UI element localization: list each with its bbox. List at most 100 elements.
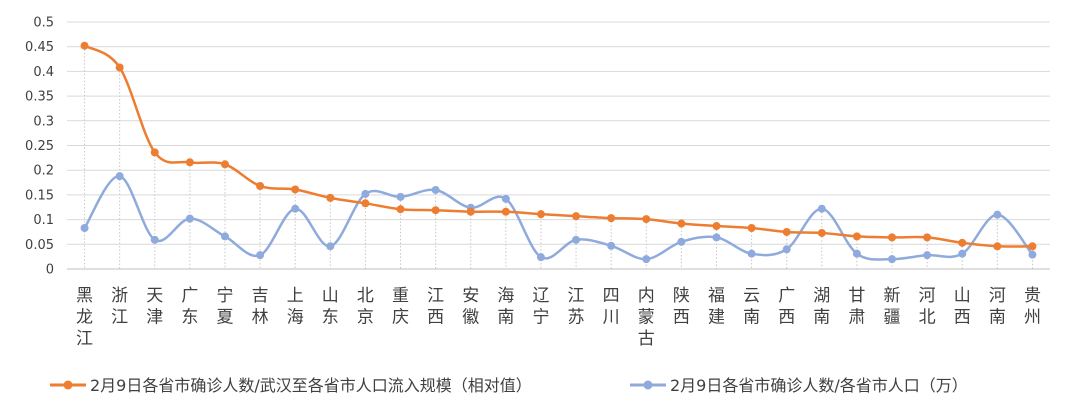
y-tick-label: 0.05 bbox=[25, 238, 54, 253]
x-category-label: 安徽 bbox=[462, 286, 479, 328]
legend-swatch-marker-1 bbox=[63, 380, 73, 390]
y-tick-label: 0 bbox=[46, 263, 54, 278]
data-point bbox=[923, 251, 932, 260]
x-category-label: 天津 bbox=[146, 286, 163, 328]
data-point bbox=[431, 206, 440, 215]
data-point bbox=[712, 233, 721, 242]
x-category-label: 上海 bbox=[287, 286, 304, 328]
y-axis-tick-labels: 0 0.05 0.1 0.15 0.2 0.25 0.3 0.35 0.4 0.45 0.5 bbox=[25, 16, 54, 278]
data-point bbox=[185, 158, 194, 167]
x-category-label: 河南 bbox=[989, 286, 1006, 328]
legend-label-series-2: 2月9日各省市确诊人数/各省市人口（万） bbox=[670, 376, 968, 395]
data-point bbox=[326, 193, 335, 202]
data-point bbox=[817, 204, 826, 213]
legend-item-series-2: 2月9日各省市确诊人数/各省市人口（万） bbox=[630, 376, 968, 395]
data-point bbox=[150, 148, 159, 157]
x-category-label: 江西 bbox=[427, 286, 444, 328]
x-category-label-text: 北京 bbox=[357, 286, 374, 328]
x-category-label-text: 山东 bbox=[322, 286, 339, 328]
data-point bbox=[80, 41, 89, 50]
x-category-label: 海南 bbox=[497, 286, 514, 328]
y-tick-label: 0.45 bbox=[25, 40, 54, 55]
data-point bbox=[1028, 242, 1037, 251]
legend-label-series-1: 2月9日各省市确诊人数/武汉至各省市人口流入规模（相对值） bbox=[90, 376, 532, 395]
data-point bbox=[923, 233, 932, 242]
data-point bbox=[852, 232, 861, 241]
data-point bbox=[396, 205, 405, 214]
x-category-label: 黑龙江 bbox=[76, 286, 93, 349]
data-point bbox=[888, 233, 897, 242]
x-category-label: 北京 bbox=[357, 286, 374, 328]
data-point bbox=[888, 255, 897, 264]
x-category-label-text: 黑龙江 bbox=[76, 286, 93, 349]
data-point bbox=[677, 237, 686, 246]
x-category-label: 宁夏 bbox=[216, 286, 233, 328]
x-category-label: 广东 bbox=[181, 286, 198, 328]
data-point bbox=[220, 232, 229, 241]
y-tick-label: 0.15 bbox=[25, 188, 54, 203]
legend: 2月9日各省市确诊人数/武汉至各省市人口流入规模（相对值） 2月9日各省市确诊人… bbox=[50, 376, 968, 395]
x-category-label-text: 四川 bbox=[603, 286, 620, 328]
data-point bbox=[396, 192, 405, 201]
x-category-label-text: 河南 bbox=[989, 286, 1006, 328]
x-category-label: 内蒙古 bbox=[638, 286, 655, 349]
x-category-label-text: 江苏 bbox=[568, 286, 585, 328]
data-point bbox=[747, 223, 756, 232]
x-category-label: 新疆 bbox=[884, 286, 901, 328]
data-point bbox=[361, 199, 370, 208]
data-point bbox=[572, 212, 581, 221]
data-point bbox=[466, 207, 475, 216]
x-category-label-text: 浙江 bbox=[111, 286, 128, 328]
x-category-label-text: 广东 bbox=[181, 286, 198, 328]
data-point bbox=[501, 194, 510, 203]
x-category-label-text: 重庆 bbox=[392, 286, 409, 328]
y-tick-label: 0.2 bbox=[33, 164, 54, 179]
data-point bbox=[115, 172, 124, 181]
data-point bbox=[115, 63, 124, 72]
data-point bbox=[817, 228, 826, 237]
legend-item-series-1: 2月9日各省市确诊人数/武汉至各省市人口流入规模（相对值） bbox=[50, 376, 532, 395]
y-tick-label: 0.3 bbox=[33, 114, 54, 129]
x-category-label: 贵州 bbox=[1024, 286, 1041, 328]
series-group bbox=[80, 41, 1037, 264]
data-point bbox=[80, 223, 89, 232]
x-category-label: 江苏 bbox=[568, 286, 585, 328]
series-line bbox=[83, 174, 1034, 261]
x-category-label: 重庆 bbox=[392, 286, 409, 328]
x-category-label: 山西 bbox=[954, 286, 971, 328]
x-category-label-text: 天津 bbox=[146, 286, 163, 328]
y-tick-label: 0.1 bbox=[33, 213, 54, 228]
data-point bbox=[712, 222, 721, 231]
data-point bbox=[291, 185, 300, 194]
x-category-label-text: 福建 bbox=[708, 286, 725, 328]
data-point bbox=[747, 249, 756, 258]
legend-swatch-marker-2 bbox=[643, 380, 653, 390]
x-category-label-text: 山西 bbox=[954, 286, 971, 328]
y-tick-label: 0.25 bbox=[25, 139, 54, 154]
x-category-label: 甘肃 bbox=[848, 286, 865, 328]
x-category-label: 山东 bbox=[322, 286, 339, 328]
data-point bbox=[993, 242, 1002, 251]
data-point bbox=[677, 219, 686, 228]
data-point bbox=[150, 235, 159, 244]
x-category-label: 福建 bbox=[708, 286, 725, 328]
data-point bbox=[501, 207, 510, 216]
data-point bbox=[852, 249, 861, 258]
data-point bbox=[642, 215, 651, 224]
x-category-label: 河北 bbox=[919, 286, 936, 328]
data-point bbox=[782, 227, 791, 236]
series-2 bbox=[80, 172, 1037, 264]
series-line bbox=[83, 44, 1033, 248]
x-category-label-text: 上海 bbox=[287, 286, 304, 328]
data-point bbox=[642, 255, 651, 264]
data-point bbox=[185, 214, 194, 223]
x-category-label-text: 河北 bbox=[919, 286, 936, 328]
data-point bbox=[361, 189, 370, 198]
x-category-label: 湖南 bbox=[813, 286, 830, 328]
x-category-label-text: 辽宁 bbox=[532, 286, 549, 328]
x-category-label: 辽宁 bbox=[532, 286, 549, 328]
x-category-label-text: 广西 bbox=[778, 286, 795, 328]
data-point bbox=[326, 242, 335, 251]
